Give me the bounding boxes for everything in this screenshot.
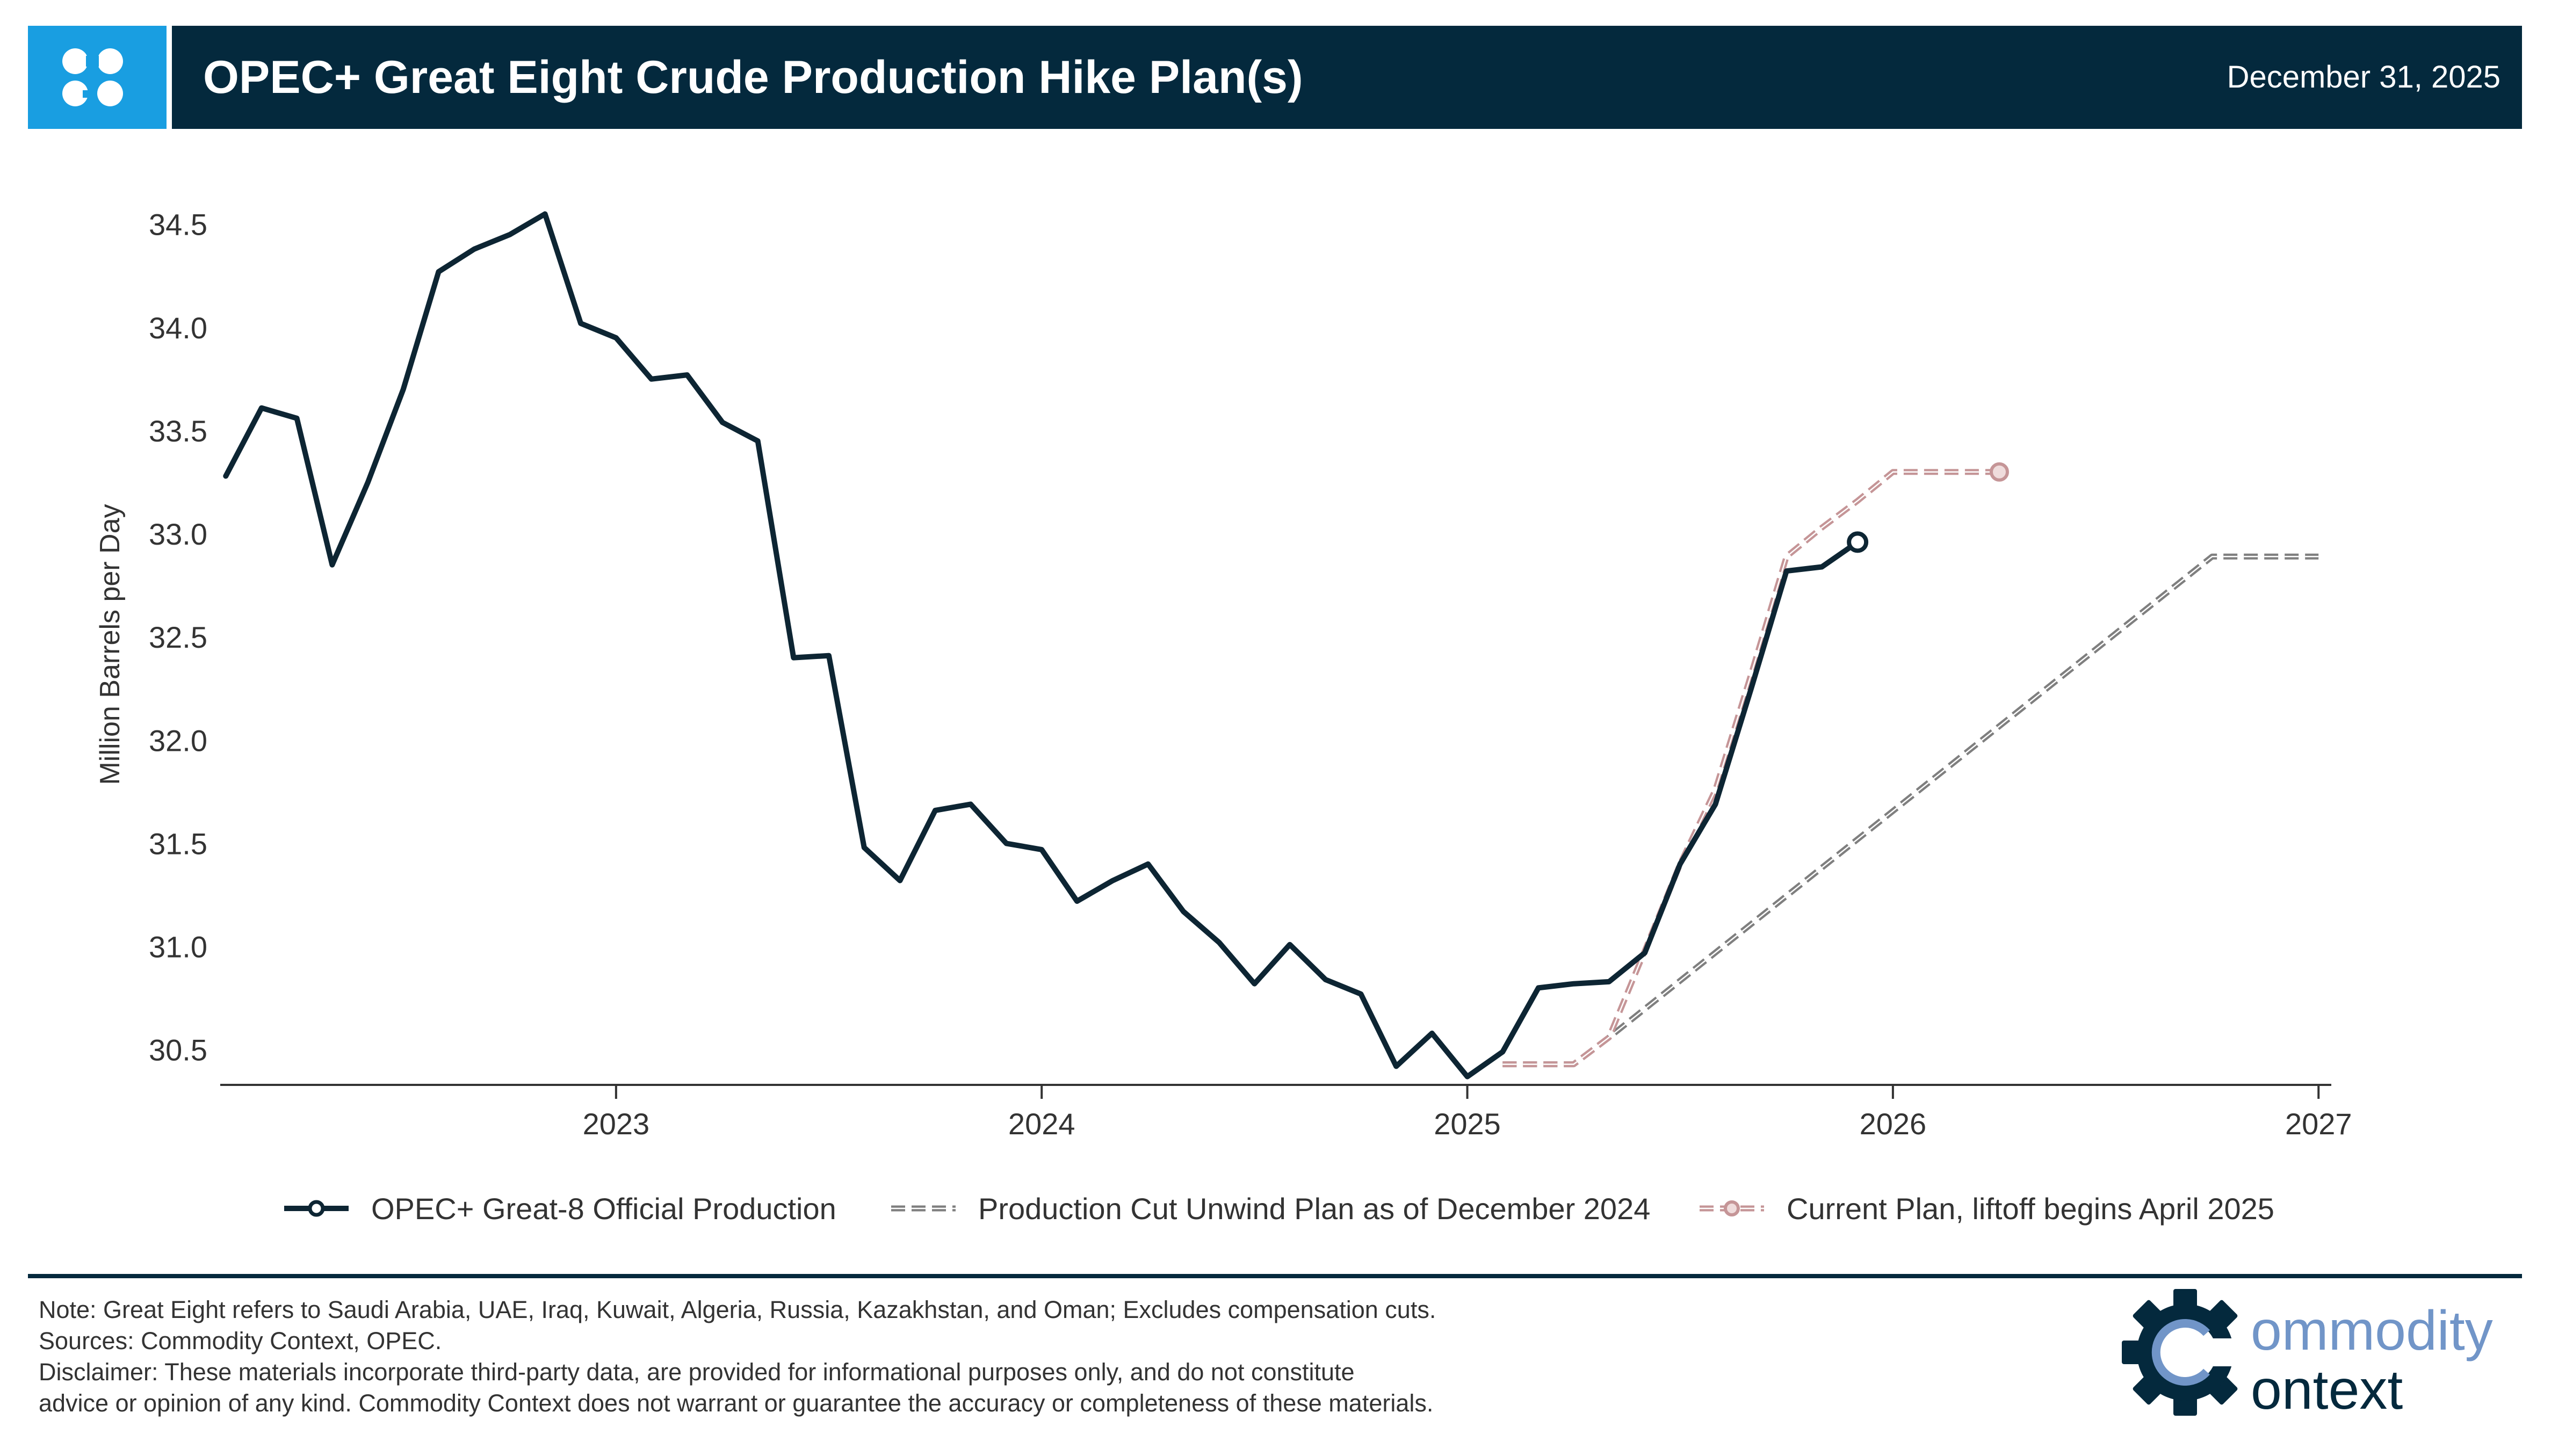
legend-item-dec2024-plan: Production Cut Unwind Plan as of Decembe… (889, 1182, 1650, 1235)
y-tick-label: 33.5 (149, 414, 207, 448)
y-axis-label: Million Barrels per Day (95, 504, 126, 785)
legend-label-official: OPEC+ Great-8 Official Production (371, 1191, 836, 1226)
legend-item-current-plan: Current Plan, liftoff begins April 2025 (1697, 1182, 2274, 1235)
opec-logo (28, 26, 167, 129)
y-axis: 30.5 31.0 31.5 32.0 32.5 33.0 33.5 34.0 34.5 (149, 208, 207, 1067)
y-tick-label: 34.5 (149, 208, 207, 242)
legend-item-official: OPEC+ Great-8 Official Production (282, 1182, 836, 1235)
title-bar: OPEC+ Great Eight Crude Production Hike … (172, 26, 2522, 129)
footer-divider (28, 1274, 2522, 1278)
opec-logo-icon (59, 46, 135, 108)
y-tick-label: 32.5 (149, 620, 207, 654)
y-tick-label: 30.5 (149, 1033, 207, 1067)
legend-label-current-plan: Current Plan, liftoff begins April 2025 (1787, 1191, 2274, 1226)
line-chart: 30.5 31.0 31.5 32.0 32.5 33.0 33.5 34.0 34.5 202… (95, 208, 2352, 1141)
x-tick-label: 2023 (583, 1107, 650, 1141)
report-date: December 31, 2025 (2227, 60, 2501, 95)
chart-legend: OPEC+ Great-8 Official Production Produc… (0, 1182, 2551, 1235)
y-tick-label: 34.0 (149, 311, 207, 345)
series-current-plan-highlight (1502, 471, 1999, 1065)
series-layer (223, 211, 2319, 1080)
x-tick-label: 2024 (1008, 1107, 1075, 1141)
sources-text: Sources: Commodity Context, OPEC. (39, 1327, 442, 1354)
y-tick-label: 31.0 (149, 930, 207, 964)
y-tick-label: 33.0 (149, 517, 207, 551)
disclaimer-line-1: Disclaimer: These materials incorporate … (39, 1358, 1355, 1386)
footer-notes: Note: Great Eight refers to Saudi Arabia… (39, 1294, 1436, 1419)
series-current-plan-line (1502, 469, 1999, 1068)
x-tick-label: 2025 (1434, 1107, 1501, 1141)
legend-label-dec2024-plan: Production Cut Unwind Plan as of Decembe… (978, 1191, 1651, 1226)
header: OPEC+ Great Eight Crude Production Hike … (28, 26, 2522, 129)
series-official-production (223, 211, 1869, 1080)
brand-logo: ommodity ontext (2122, 1283, 2519, 1444)
x-tick-label: 2027 (2285, 1107, 2352, 1141)
legend-swatch-dec2024-plan (891, 1205, 956, 1212)
series-current-plan (1502, 462, 2009, 1068)
legend-swatch-official (284, 1200, 349, 1217)
series-official-production-line (223, 211, 1861, 1080)
gear-c-icon (2122, 1289, 2254, 1416)
y-tick-label: 32.0 (149, 723, 207, 757)
brand-word-context: ontext (2251, 1359, 2403, 1421)
note-text: Note: Great Eight refers to Saudi Arabia… (39, 1296, 1436, 1323)
brand-word-commodity: ommodity (2251, 1300, 2493, 1362)
y-tick-label: 31.5 (149, 827, 207, 860)
x-axis: 2023 2024 2025 2026 2027 (220, 1084, 2352, 1141)
legend-swatch-current-plan (1700, 1200, 1764, 1216)
x-tick-label: 2026 (1860, 1107, 1927, 1141)
series-official-production-end-marker (1847, 531, 1869, 553)
series-dec2024-plan (1502, 553, 2319, 1068)
series-dec2024-plan-line (1502, 553, 2319, 1068)
disclaimer-line-2: advice or opinion of any kind. Commodity… (39, 1389, 1434, 1417)
series-current-plan-end-marker (1989, 462, 2009, 482)
series-dec2024-plan-highlight (1502, 556, 2319, 1065)
page-title: OPEC+ Great Eight Crude Production Hike … (203, 52, 1303, 103)
